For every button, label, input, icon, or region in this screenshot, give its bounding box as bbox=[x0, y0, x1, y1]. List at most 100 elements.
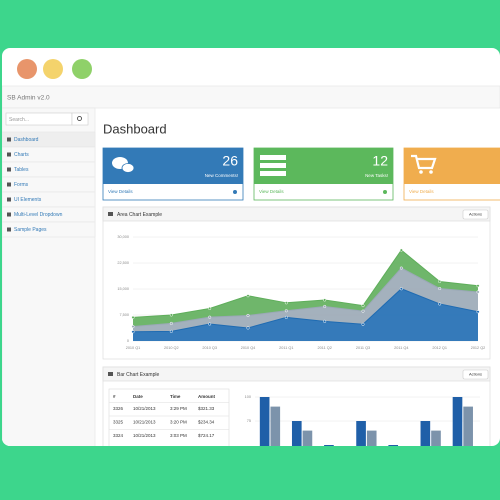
area-point bbox=[131, 325, 135, 329]
area-point bbox=[438, 279, 442, 284]
menu-icon bbox=[7, 182, 11, 187]
x-tick-label: 2012 Q2 bbox=[471, 346, 486, 350]
area-point bbox=[399, 248, 403, 252]
table-header: Amount bbox=[198, 394, 215, 399]
cart-icon bbox=[429, 170, 433, 174]
maximize-button[interactable] bbox=[72, 59, 92, 79]
chart-icon bbox=[108, 372, 113, 376]
area-point bbox=[246, 326, 250, 330]
minimize-button[interactable] bbox=[43, 59, 63, 79]
area-line bbox=[132, 267, 479, 328]
area-point bbox=[323, 319, 327, 323]
table-cell: 3326 bbox=[113, 406, 124, 411]
area-point bbox=[476, 284, 480, 288]
close-button[interactable] bbox=[17, 59, 37, 79]
bar bbox=[356, 421, 366, 446]
table-cell: 3:20 PM bbox=[170, 420, 187, 425]
x-tick-label: 2010 Q3 bbox=[202, 346, 217, 350]
tasks-icon bbox=[260, 163, 286, 168]
y-tick-label: 0 bbox=[127, 339, 129, 343]
menu-label: Charts bbox=[14, 152, 29, 158]
area-point bbox=[208, 322, 212, 326]
area-point bbox=[361, 304, 365, 308]
area-point bbox=[323, 304, 327, 309]
y-tick-label: 22,500 bbox=[117, 261, 129, 265]
stat-panel-heading bbox=[404, 148, 500, 184]
area-point bbox=[399, 266, 403, 270]
panel-heading bbox=[102, 206, 491, 222]
area-point bbox=[246, 294, 250, 298]
actions-label: Actions bbox=[469, 372, 482, 377]
panel-title: Bar Chart Example bbox=[117, 372, 159, 378]
area-fill bbox=[133, 250, 478, 327]
comments-icon bbox=[121, 163, 135, 173]
x-tick-label: 2011 Q1 bbox=[279, 346, 293, 350]
bar bbox=[302, 430, 313, 446]
bar bbox=[335, 455, 345, 493]
area-point bbox=[476, 290, 480, 294]
bar bbox=[399, 455, 409, 493]
area-point bbox=[284, 309, 288, 313]
view-details-link[interactable]: View Details bbox=[108, 189, 133, 194]
view-details-link[interactable]: View Details bbox=[259, 189, 284, 194]
bar bbox=[420, 421, 431, 446]
navbar bbox=[2, 85, 500, 109]
x-tick-label: 2010 Q2 bbox=[164, 346, 179, 350]
x-tick-label: 2011 Q2 bbox=[318, 346, 332, 350]
actions-button[interactable] bbox=[462, 369, 489, 380]
table-cell: 3:03 PM bbox=[170, 433, 187, 438]
bar bbox=[388, 445, 399, 446]
area-point bbox=[361, 322, 365, 326]
table-header: Time bbox=[170, 394, 181, 399]
bar bbox=[452, 397, 463, 446]
bar bbox=[259, 397, 270, 446]
menu-item[interactable] bbox=[2, 221, 96, 238]
area-point bbox=[399, 287, 403, 291]
area-point bbox=[438, 286, 442, 291]
actions-button[interactable] bbox=[462, 209, 489, 220]
table-cell: 3:29 PM bbox=[170, 406, 187, 411]
area-point bbox=[284, 301, 288, 305]
table-cell: $321.33 bbox=[198, 406, 215, 411]
table-header: Date bbox=[133, 394, 143, 399]
area-line bbox=[132, 249, 479, 318]
stat-label: New Tasks! bbox=[365, 173, 388, 178]
area-fill bbox=[133, 268, 478, 332]
page-title: Dashboard bbox=[103, 121, 167, 136]
actions-label: Actions bbox=[469, 212, 482, 217]
cart-icon bbox=[419, 170, 423, 174]
search-button[interactable] bbox=[71, 112, 89, 126]
bar bbox=[324, 445, 334, 446]
tasks-icon bbox=[260, 171, 286, 176]
area-line bbox=[132, 288, 479, 333]
area-fill bbox=[133, 288, 478, 341]
area-point bbox=[169, 313, 173, 317]
view-details-link[interactable]: View Details bbox=[409, 189, 434, 194]
bar bbox=[366, 430, 377, 446]
chart-icon bbox=[108, 212, 113, 216]
x-tick-label: 2010 Q1 bbox=[126, 346, 141, 350]
menu-label: Multi-Level Dropdown bbox=[14, 212, 63, 218]
area-point bbox=[323, 298, 327, 302]
stat-count: 12 bbox=[372, 153, 388, 169]
menu-icon bbox=[7, 167, 11, 172]
table-cell: $234.34 bbox=[198, 420, 215, 425]
menu-icon bbox=[7, 197, 11, 202]
menu-label: Dashboard bbox=[14, 137, 39, 143]
search-icon bbox=[77, 116, 82, 121]
x-tick-label: 2010 Q4 bbox=[241, 346, 256, 350]
area-point bbox=[246, 313, 250, 318]
search-placeholder: Search... bbox=[9, 117, 29, 123]
y-tick-label: 30,000 bbox=[117, 235, 129, 239]
area-point bbox=[169, 329, 173, 333]
area-point bbox=[284, 315, 288, 319]
area-point bbox=[131, 330, 135, 334]
table-header: # bbox=[113, 394, 116, 399]
brand[interactable]: SB Admin v2.0 bbox=[7, 95, 50, 102]
arrow-icon bbox=[383, 190, 387, 194]
menu-icon bbox=[7, 137, 11, 142]
app: SB Admin v2.0 Search... Dashboard 26 New… bbox=[2, 85, 500, 493]
y-tick-label: 15,000 bbox=[117, 287, 129, 291]
table-cell: 10/21/2013 bbox=[133, 433, 156, 438]
